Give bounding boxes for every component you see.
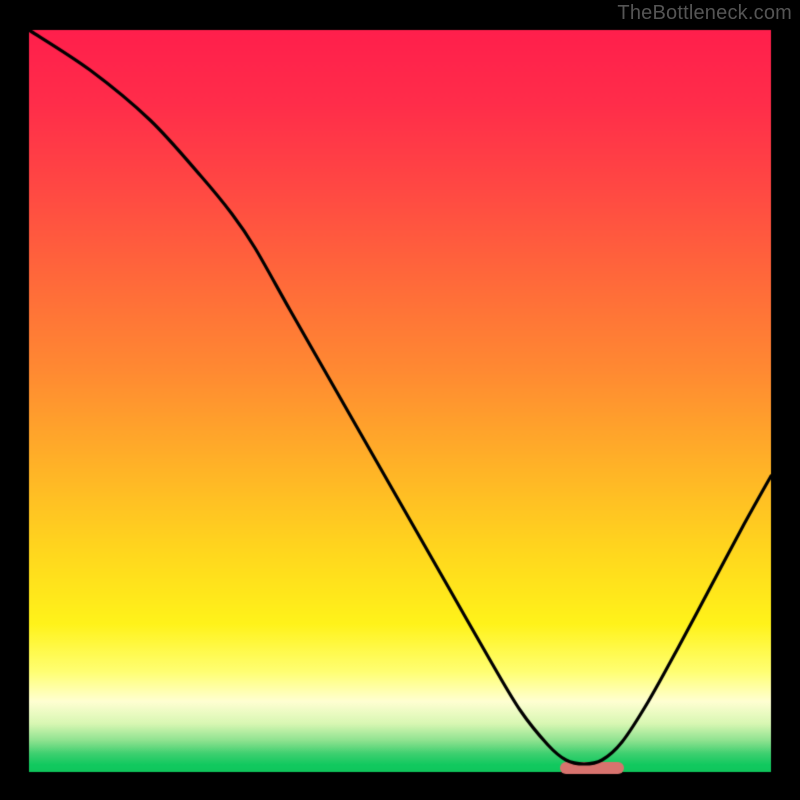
bottleneck-chart — [0, 0, 800, 800]
watermark-text: TheBottleneck.com — [617, 2, 792, 25]
